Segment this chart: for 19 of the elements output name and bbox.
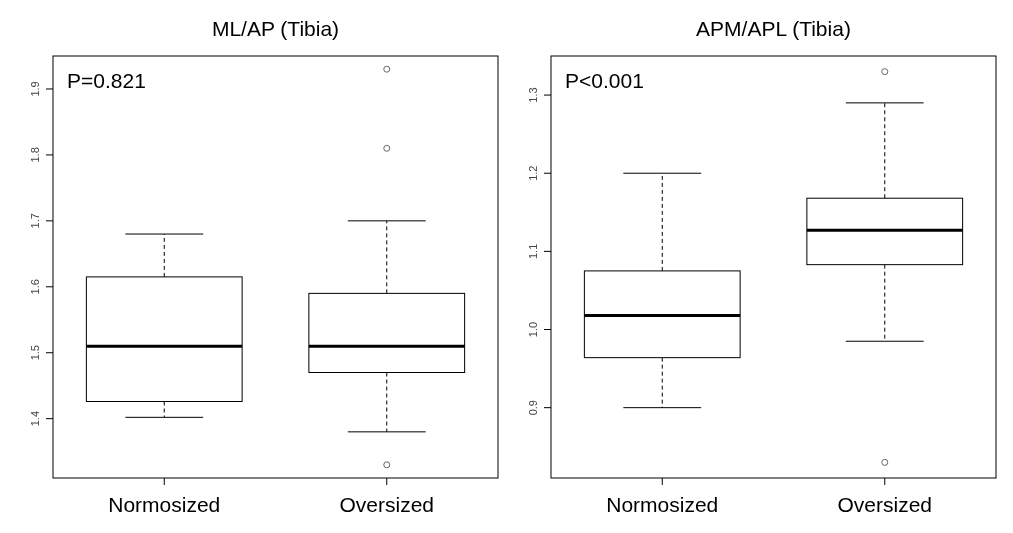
x-tick-label: Normosized <box>108 493 221 516</box>
y-tick-label: 1.9 <box>29 81 41 97</box>
chart-title: APM/APL (Tibia) <box>696 17 851 40</box>
chart-title: ML/AP (Tibia) <box>211 17 340 40</box>
y-tick-label: 1.0 <box>527 321 539 338</box>
y-tick-label: 0.9 <box>527 400 539 416</box>
y-tick-label: 1.7 <box>29 213 41 229</box>
y-tick-label: 1.5 <box>29 345 41 361</box>
y-tick-label: 1.8 <box>29 147 41 163</box>
x-tick-label: Oversized <box>339 493 435 516</box>
y-tick-label: 1.3 <box>527 87 539 103</box>
x-tick-label: Oversized <box>837 493 933 516</box>
annotation: P<0.001 <box>565 69 644 92</box>
x-tick-label: Normosized <box>606 493 719 516</box>
y-tick-label: 1.2 <box>527 165 539 181</box>
annotation: P=0.821 <box>67 69 146 92</box>
y-tick-label: 1.6 <box>29 279 41 295</box>
y-tick-label: 1.1 <box>527 243 539 260</box>
y-tick-label: 1.4 <box>29 411 41 427</box>
